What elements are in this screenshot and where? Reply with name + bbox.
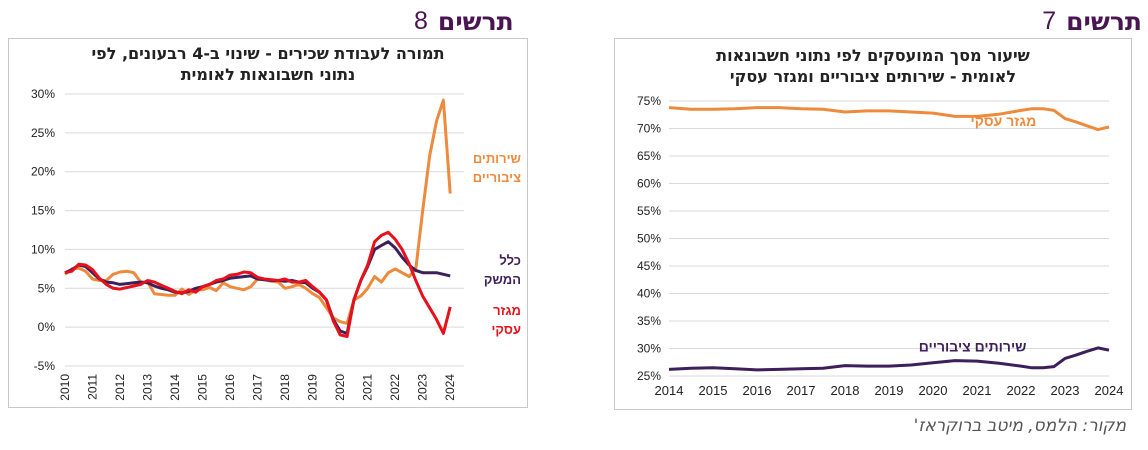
chart7-title: שיעור מסך המועסקים לפי נתוני חשבונאות לא… — [615, 45, 1131, 87]
chart7-series-label: מגזר עסקי — [971, 113, 1037, 129]
chart8-title-line2: נתוני חשבונאות לאומית — [180, 65, 356, 84]
chart8-x-tick-label: 2020 — [333, 374, 347, 401]
chart7-y-tick-label: 45% — [637, 259, 661, 273]
chart7-x-tick-label: 2023 — [1051, 383, 1080, 398]
chart8-y-tick-label: 0% — [38, 320, 56, 334]
chart7-y-tick-label: 70% — [637, 122, 661, 136]
chart8-plot: -5% 0% 5% 10% 15% 20% 25% 30% 2010 2011 2012 2013 20… — [31, 87, 521, 401]
chart7-plot: 25% 30% 35% 40% 45% 50% 55% 60% 65% 70% 75% 2014 201… — [637, 94, 1124, 398]
chart7-title-line1: שיעור מסך המועסקים לפי נתוני חשבונאות — [716, 46, 1030, 65]
chart7-y-tick-label: 30% — [637, 342, 661, 356]
chart7-x-tick-label: 2021 — [963, 383, 992, 398]
chart7-x-tick-label: 2019 — [875, 383, 904, 398]
chart7-title-line2: לאומית - שירותים ציבוריים ומגזר עסקי — [729, 67, 1017, 86]
chart8-y-tick-label: 30% — [31, 87, 55, 101]
chart7-x-tick-label: 2014 — [655, 383, 684, 398]
chart8-series-label: מגזר — [493, 303, 521, 318]
chart7-series-line — [668, 346, 1110, 372]
chart8-y-tick-label: 25% — [31, 126, 55, 140]
chart8-x-tick-label: 2011 — [86, 374, 100, 400]
chart8-series-line — [64, 240, 451, 335]
chart7-y-tick-label: 65% — [637, 149, 661, 163]
chart8-series-label: שירותים — [473, 151, 521, 166]
chart8-header-word: תרשים — [437, 6, 514, 36]
chart7-series-line — [668, 106, 1110, 132]
chart8-x-tick-label: 2013 — [141, 374, 155, 401]
chart7-header-number: 7 — [1042, 6, 1057, 35]
chart7-y-tick-label: 60% — [637, 177, 661, 191]
source-note: מקור: הלמס, מיטב ברוקראז' — [913, 416, 1126, 436]
chart8-series-label: ציבוריים — [473, 170, 521, 185]
chart8-title: תמורה לעבודת שכירים - שינוי ב-4 רבעונים,… — [9, 43, 527, 85]
chart7-y-tick-label: 25% — [637, 369, 661, 383]
chart8-x-tick-label: 2016 — [223, 374, 237, 401]
chart8-x-tick-label: 2022 — [388, 374, 402, 401]
chart7-y-tick-label: 75% — [637, 94, 661, 108]
chart8-series-line — [64, 230, 452, 338]
chart7-x-tick-label: 2022 — [1007, 383, 1036, 398]
chart8-x-tick-label: 2017 — [251, 374, 265, 401]
chart7-x-tick-label: 2016 — [743, 383, 772, 398]
chart8-y-tick-label: -5% — [34, 359, 56, 373]
chart8-x-tick-label: 2014 — [168, 374, 182, 401]
chart7-y-tick-label: 55% — [637, 204, 661, 218]
chart8-y-tick-label: 5% — [38, 281, 56, 295]
chart7-header-word: תרשים — [1066, 6, 1142, 36]
chart7-y-tick-label: 35% — [637, 314, 661, 328]
chart7-y-tick-label: 50% — [637, 232, 661, 246]
chart7-x-tick-label: 2020 — [919, 383, 948, 398]
chart8-series-label: המשק — [484, 272, 521, 287]
chart7-x-tick-label: 2018 — [831, 383, 860, 398]
chart8-x-tick-label: 2018 — [278, 374, 292, 401]
chart8-y-tick-label: 15% — [31, 204, 55, 218]
chart8-x-tick-label: 2019 — [306, 374, 320, 401]
chart8-series-label: עסקי — [491, 322, 521, 337]
chart8-x-tick-label: 2024 — [443, 374, 457, 401]
chart8-y-tick-label: 20% — [31, 165, 55, 179]
chart8-header-number: 8 — [414, 6, 428, 35]
chart8-series-label: כלל — [499, 253, 521, 268]
chart7-series-label: שירותים ציבוריים — [919, 338, 1027, 354]
chart7-x-tick-label: 2015 — [699, 383, 728, 398]
chart8-x-tick-label: 2021 — [361, 374, 375, 401]
chart8-x-tick-label: 2023 — [416, 374, 430, 401]
chart8-x-tick-label: 2012 — [113, 374, 127, 401]
chart7-x-tick-label: 2017 — [787, 383, 816, 398]
chart7-panel: שיעור מסך המועסקים לפי נתוני חשבונאות לא… — [614, 38, 1132, 410]
chart8-panel: תמורה לעבודת שכירים - שינוי ב-4 רבעונים,… — [8, 38, 528, 408]
chart7-y-tick-label: 40% — [637, 287, 661, 301]
chart8-title-line1: תמורה לעבודת שכירים - שינוי ב-4 רבעונים,… — [91, 44, 445, 63]
chart8-x-tick-label: 2015 — [196, 374, 210, 401]
chart8-header: תרשים 8 — [414, 4, 514, 38]
chart8-x-tick-label: 2010 — [58, 374, 72, 401]
chart7-x-tick-label: 2024 — [1095, 383, 1124, 398]
chart7-header: תרשים 7 — [1042, 4, 1142, 38]
chart8-y-tick-label: 10% — [31, 242, 55, 256]
